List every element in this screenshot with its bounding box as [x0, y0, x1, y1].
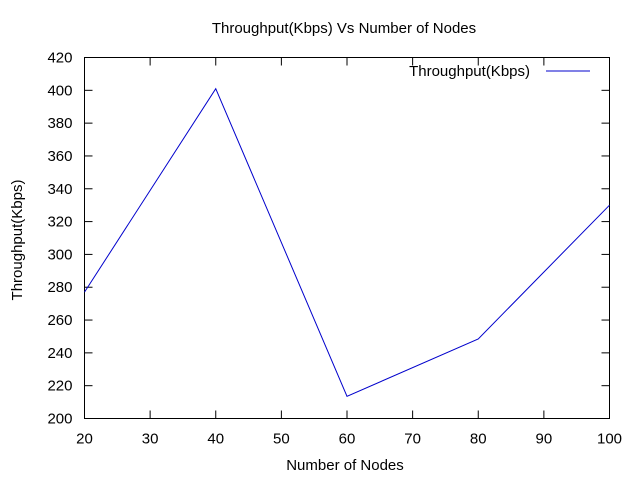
y-tick-label: 240 [47, 345, 72, 362]
y-tick-label: 200 [47, 411, 72, 428]
y-tick-label: 420 [47, 50, 72, 67]
legend-label: Throughput(Kbps) [409, 63, 530, 80]
x-tick-label: 40 [207, 431, 224, 448]
x-axis: 20 30 40 50 60 70 80 90 100 [76, 57, 622, 448]
x-tick-label: 70 [404, 431, 421, 448]
x-tick-label: 50 [273, 431, 290, 448]
plot-frame [84, 57, 610, 419]
y-tick-label: 400 [47, 82, 72, 99]
y-tick-label: 260 [47, 312, 72, 329]
y-tick-label: 340 [47, 181, 72, 198]
y-tick-label: 300 [47, 246, 72, 263]
x-tick-label: 90 [536, 431, 553, 448]
y-axis-label: Throughput(Kbps) [9, 180, 26, 301]
y-tick-label: 360 [47, 148, 72, 165]
y-tick-label: 280 [47, 279, 72, 296]
y-tick-label: 220 [47, 378, 72, 395]
x-tick-label: 100 [597, 431, 622, 448]
x-tick-label: 30 [142, 431, 159, 448]
y-tick-label: 380 [47, 115, 72, 132]
y-tick-label: 320 [47, 214, 72, 231]
x-tick-label: 80 [470, 431, 487, 448]
x-tick-label: 20 [76, 431, 93, 448]
y-axis: 200 220 240 260 280 300 320 340 360 380 400 420 [47, 50, 610, 428]
chart-title: Throughput(Kbps) Vs Number of Nodes [212, 20, 476, 37]
x-tick-label: 60 [339, 431, 356, 448]
series-layer [84, 87, 610, 398]
legend: Throughput(Kbps) [409, 63, 590, 80]
series-line [84, 87, 610, 398]
x-axis-label: Number of Nodes [286, 457, 404, 474]
